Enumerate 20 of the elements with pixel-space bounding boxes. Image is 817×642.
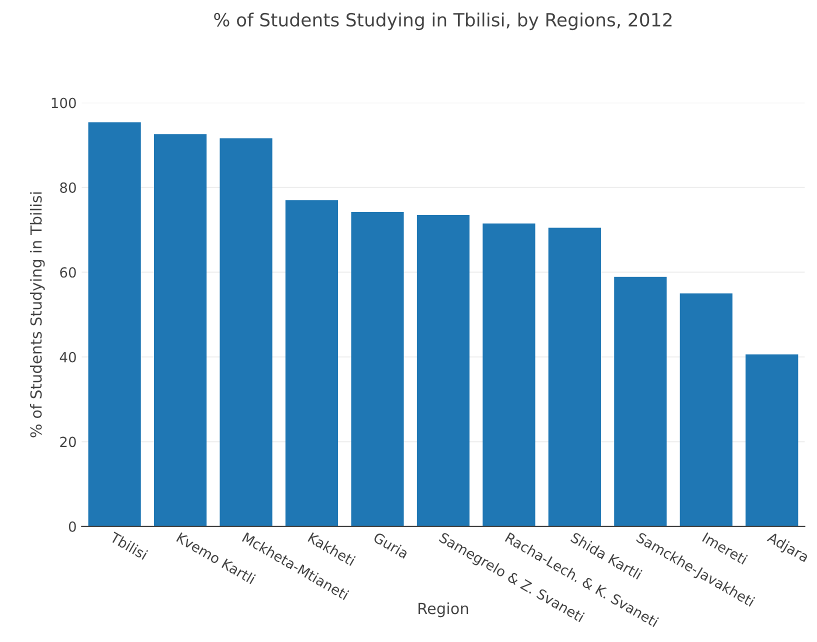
y-tick-label: 100 — [52, 98, 76, 108]
y-tick-label: 80 — [60, 182, 76, 193]
bar — [154, 134, 207, 526]
y-tick-label: 20 — [60, 436, 76, 448]
bar — [220, 138, 272, 526]
bar — [88, 122, 141, 526]
x-axis-title: Region — [418, 602, 468, 618]
chart-title: % of Students Studying in Tbilisi, by Regions, 2012 — [214, 12, 672, 30]
bar — [482, 223, 536, 526]
bar — [416, 215, 470, 526]
bar — [746, 354, 798, 526]
bar — [614, 276, 667, 526]
bar — [351, 212, 404, 526]
bar — [285, 200, 338, 526]
bar — [548, 228, 601, 526]
y-tick-label: 60 — [60, 267, 76, 278]
y-tick-label: 0 — [68, 521, 76, 532]
y-axis-title: % of Students Studying in Tbilisi — [30, 192, 45, 438]
y-tick-label: 40 — [60, 352, 76, 362]
bar — [680, 293, 732, 526]
